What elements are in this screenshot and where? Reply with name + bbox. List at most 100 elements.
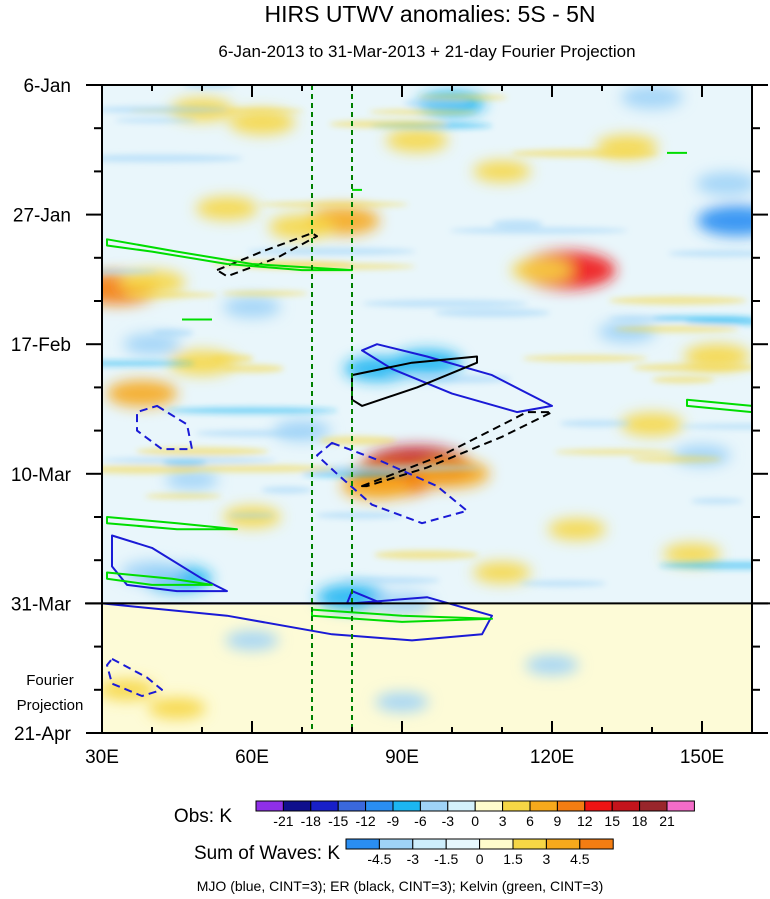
y-axis: 6-Jan 27-Jan 17-Feb 10-Mar 31-Mar 21-Apr (11, 76, 768, 745)
colorbar-level-label: -18 (301, 813, 321, 829)
anomaly-blob (696, 172, 752, 196)
y-tick-label: 27-Jan (13, 206, 71, 227)
anomaly-blob (673, 444, 731, 466)
colorbar-level-label: -3 (407, 851, 420, 867)
anomaly-streak (511, 149, 659, 158)
anomaly-blob (391, 349, 463, 377)
anomaly-streak (559, 420, 631, 427)
colorbar-level-label: -4.5 (367, 851, 391, 867)
chart-subtitle: 6-Jan-2013 to 31-Mar-2013 + 21-day Fouri… (218, 42, 635, 61)
anomaly-streak (522, 355, 648, 362)
anomaly-blob (375, 692, 429, 712)
anomaly-streak (314, 512, 404, 519)
mjo-contour (316, 441, 468, 525)
anomaly-streak (114, 117, 198, 124)
anomaly-streak (678, 423, 752, 430)
anomaly-blob (548, 518, 606, 540)
anomaly-blob (621, 85, 683, 109)
waves-colorbar: -4.5 -3 -1.5 0 1.5 3 4.5 (345, 838, 614, 867)
anomaly-streak (195, 429, 315, 437)
colorbar-swatch (479, 838, 514, 850)
anomaly-streak (261, 486, 313, 494)
anomaly-streak (690, 498, 743, 505)
anomaly-streak (301, 470, 412, 478)
anomaly-streak (102, 105, 229, 114)
anomaly-blob (123, 333, 181, 355)
colorbar-level-label: 3 (499, 813, 507, 829)
anomaly-blob (473, 160, 531, 182)
colorbar-level-label: 6 (526, 813, 534, 829)
chart-title: HIRS UTWV anomalies: 5S - 5N (264, 1, 595, 27)
projection-label-line1: Fourier (26, 672, 74, 689)
anomaly-streaks (102, 85, 752, 587)
anomaly-streak (651, 376, 715, 384)
anomaly-blob (473, 561, 531, 584)
anomaly-blob (697, 205, 752, 236)
colorbar-swatch (365, 800, 394, 812)
anomaly-field (102, 85, 752, 719)
y-tick-label: 6-Jan (23, 76, 71, 97)
waves-legend-label: Sum of Waves: K (194, 843, 340, 864)
colorbar-level-label: 0 (476, 851, 484, 867)
anomaly-blob (118, 270, 186, 295)
anomaly-blob (525, 655, 579, 675)
anomaly-streak (210, 354, 254, 363)
anomaly-blob (268, 214, 336, 240)
colorbar-swatch (447, 800, 476, 812)
anomaly-streak (102, 268, 158, 275)
colorbar-swatch (512, 838, 547, 850)
anomaly-streak (632, 363, 752, 372)
anomaly-streak (329, 120, 448, 128)
anomaly-streak (169, 464, 337, 473)
colorbar-swatch (378, 838, 414, 850)
er-contour (216, 232, 318, 278)
mjo-contour (361, 343, 553, 414)
plot-area (85, 84, 770, 734)
anomaly-streak (144, 493, 222, 499)
colorbar-swatch (445, 838, 481, 850)
obs-colorbar: -21 -18 -15 -12 -9 -6 -3 0 3 6 9 12 15 18 21 (255, 800, 695, 829)
y-tick-label: 21-Apr (14, 724, 72, 745)
anomaly-blob (165, 470, 219, 490)
colorbar-swatch (545, 838, 581, 850)
colorbar-level-label: 3 (543, 851, 551, 867)
anomaly-streak (434, 308, 551, 318)
plot-frame (101, 84, 753, 734)
colorbar-level-label: 0 (471, 813, 479, 829)
colorbar-swatch (310, 800, 339, 812)
colorbar-level-label: -3 (442, 813, 455, 829)
colorbar-swatch (392, 800, 421, 812)
anomaly-streak (228, 512, 275, 519)
colorbar-level-label: -15 (328, 813, 348, 829)
y-tick-label: 17-Feb (11, 335, 71, 356)
anomaly-blob (106, 380, 178, 407)
colorbar-swatch (255, 800, 284, 812)
anomaly-blob (196, 196, 258, 220)
anomaly-streak (102, 465, 201, 474)
colorbar-level-label: -12 (355, 813, 375, 829)
x-tick-label: 150E (680, 747, 724, 768)
y-tick-label: 31-Mar (11, 594, 72, 615)
anomaly-blob (225, 630, 279, 651)
x-tick-label: 30E (85, 747, 119, 768)
anomaly-streak (136, 447, 269, 456)
colorbar-level-label: 4.5 (570, 851, 590, 867)
wave-caption: MJO (blue, CINT=3); ER (black, CINT=3); … (197, 878, 604, 894)
anomaly-blob (341, 472, 413, 500)
colorbar-swatch (639, 800, 668, 812)
y-tick-label: 10-Mar (11, 465, 72, 486)
x-tick-label: 120E (530, 747, 574, 768)
colorbar-swatch (282, 800, 312, 812)
anomaly-streak (374, 550, 479, 560)
projection-background (102, 603, 752, 733)
colorbar-swatch (337, 800, 367, 812)
mjo-contour (111, 534, 228, 593)
projection-label-line2: Projection (17, 697, 84, 714)
colorbar-swatch (611, 800, 641, 812)
colorbar-swatch (556, 800, 586, 812)
kelvin-contour (106, 516, 238, 531)
anomaly-blob (223, 296, 281, 318)
anomaly-streak (165, 407, 338, 414)
anomaly-blob (148, 697, 206, 719)
colorbar-level-label: 15 (604, 813, 620, 829)
